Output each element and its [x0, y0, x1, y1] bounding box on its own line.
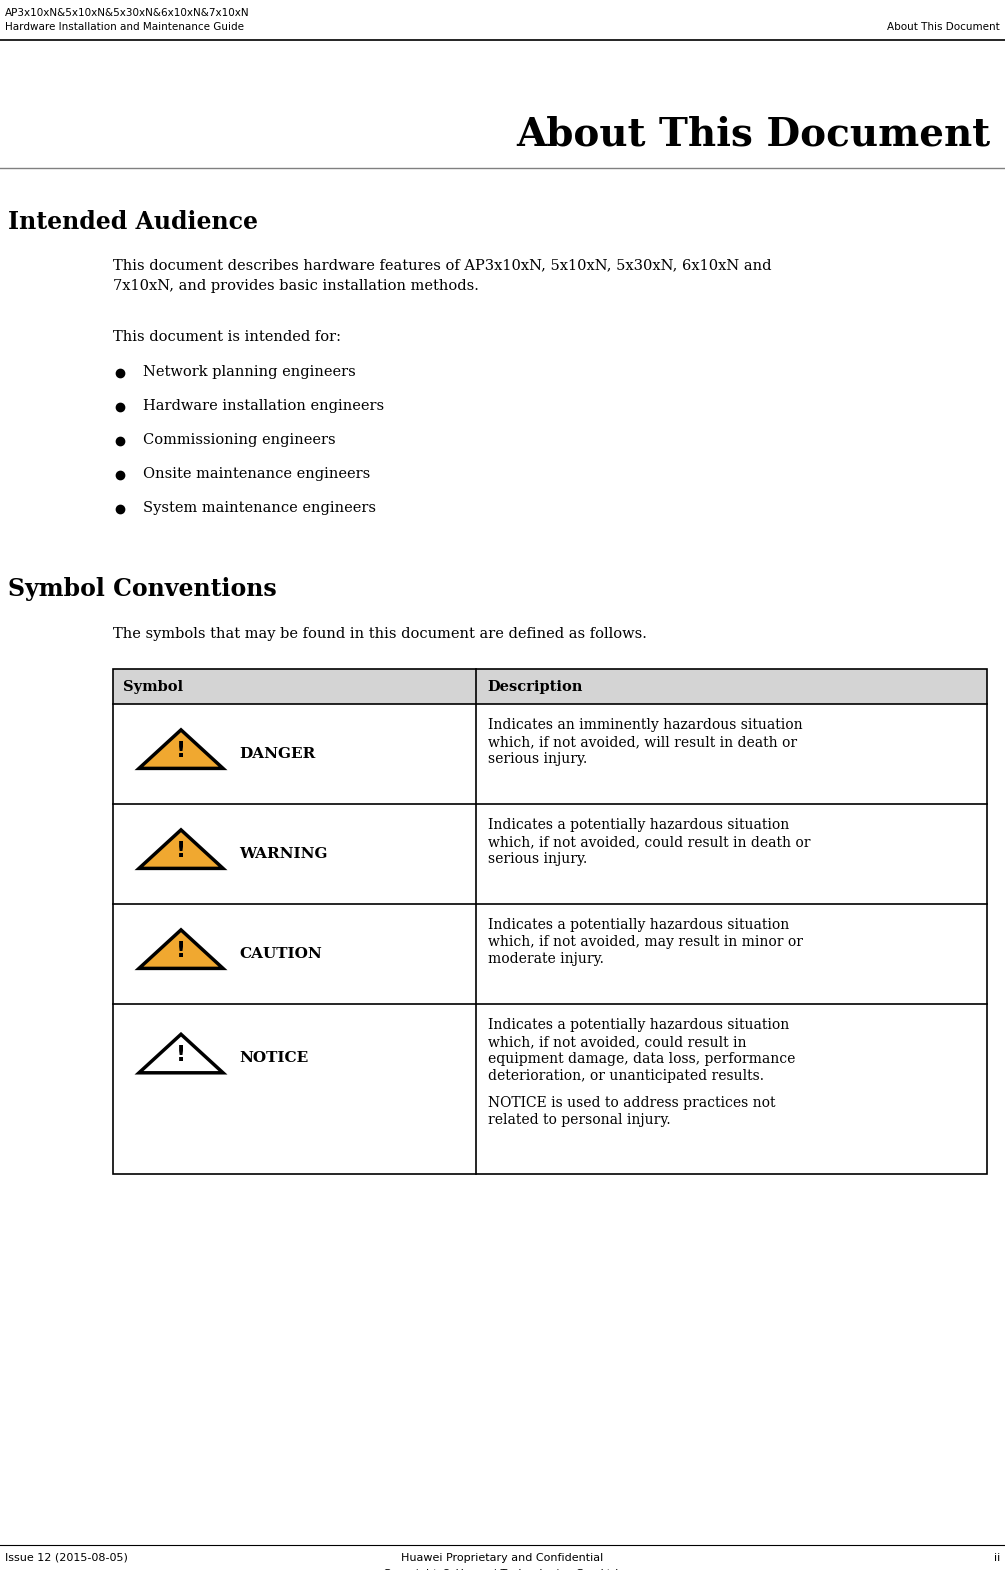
Text: System maintenance engineers: System maintenance engineers [143, 501, 376, 515]
Text: !: ! [176, 741, 186, 761]
Polygon shape [139, 1035, 223, 1072]
Text: !: ! [176, 1046, 186, 1066]
Text: Network planning engineers: Network planning engineers [143, 364, 356, 378]
Text: equipment damage, data loss, performance: equipment damage, data loss, performance [487, 1052, 795, 1066]
Text: !: ! [176, 842, 186, 860]
Text: serious injury.: serious injury. [487, 752, 587, 766]
Text: related to personal injury.: related to personal injury. [487, 1113, 670, 1127]
Text: Indicates a potentially hazardous situation: Indicates a potentially hazardous situat… [487, 1017, 789, 1031]
Text: Symbol Conventions: Symbol Conventions [8, 578, 276, 601]
Text: Description: Description [487, 680, 583, 694]
Text: About This Document: About This Document [516, 115, 990, 152]
Text: Intended Audience: Intended Audience [8, 210, 258, 234]
Text: WARNING: WARNING [239, 846, 328, 860]
Text: Commissioning engineers: Commissioning engineers [143, 433, 336, 447]
Text: This document describes hardware features of AP3x10xN, 5x10xN, 5x30xN, 6x10xN an: This document describes hardware feature… [113, 257, 772, 292]
Text: Indicates an imminently hazardous situation: Indicates an imminently hazardous situat… [487, 717, 802, 732]
Text: CAUTION: CAUTION [239, 947, 322, 961]
Text: moderate injury.: moderate injury. [487, 951, 604, 966]
Text: ii: ii [994, 1553, 1000, 1564]
Text: DANGER: DANGER [239, 747, 316, 761]
Text: which, if not avoided, could result in death or: which, if not avoided, could result in d… [487, 835, 810, 849]
Text: serious injury.: serious injury. [487, 853, 587, 867]
Bar [113, 669, 987, 703]
Text: Hardware Installation and Maintenance Guide: Hardware Installation and Maintenance Gu… [5, 22, 244, 31]
Polygon shape [139, 730, 223, 768]
Text: This document is intended for:: This document is intended for: [113, 330, 341, 344]
Text: NOTICE is used to address practices not: NOTICE is used to address practices not [487, 1096, 775, 1110]
Text: Onsite maintenance engineers: Onsite maintenance engineers [143, 466, 370, 480]
Text: which, if not avoided, could result in: which, if not avoided, could result in [487, 1035, 746, 1049]
Text: Hardware installation engineers: Hardware installation engineers [143, 399, 384, 413]
Text: which, if not avoided, may result in minor or: which, if not avoided, may result in min… [487, 936, 803, 948]
Text: which, if not avoided, will result in death or: which, if not avoided, will result in de… [487, 735, 797, 749]
Text: NOTICE: NOTICE [239, 1052, 309, 1066]
Text: The symbols that may be found in this document are defined as follows.: The symbols that may be found in this do… [113, 626, 647, 641]
Text: Indicates a potentially hazardous situation: Indicates a potentially hazardous situat… [487, 918, 789, 933]
Text: Symbol: Symbol [123, 680, 183, 694]
Text: deterioration, or unanticipated results.: deterioration, or unanticipated results. [487, 1069, 764, 1083]
Text: !: ! [176, 940, 186, 961]
Text: Huawei Proprietary and Confidential: Huawei Proprietary and Confidential [401, 1553, 603, 1564]
Bar [113, 669, 987, 1174]
Polygon shape [139, 929, 223, 969]
Polygon shape [139, 831, 223, 868]
Text: About This Document: About This Document [887, 22, 1000, 31]
Text: Indicates a potentially hazardous situation: Indicates a potentially hazardous situat… [487, 818, 789, 832]
Text: Issue 12 (2015-08-05): Issue 12 (2015-08-05) [5, 1553, 128, 1564]
Text: AP3x10xN&5x10xN&5x30xN&6x10xN&7x10xN: AP3x10xN&5x10xN&5x30xN&6x10xN&7x10xN [5, 8, 249, 17]
